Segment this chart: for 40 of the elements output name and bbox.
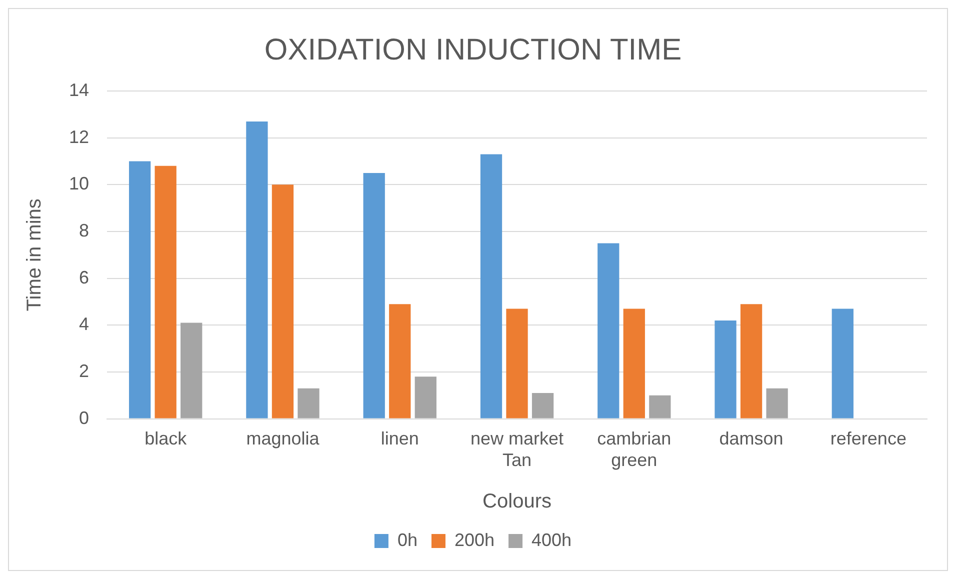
- y-tick-label: 6: [79, 267, 90, 288]
- y-tick-label: 14: [68, 80, 90, 100]
- y-tick-label: 0: [79, 408, 90, 428]
- bar: [246, 121, 268, 418]
- y-tick-label: 4: [79, 314, 90, 334]
- bar: [598, 243, 620, 418]
- x-tick-label: damson: [719, 428, 784, 449]
- y-tick-label: 12: [68, 126, 90, 147]
- bar: [272, 184, 294, 418]
- y-tick-label: 2: [79, 360, 90, 381]
- bar: [766, 388, 788, 418]
- y-axis-title: Time in mins: [24, 198, 46, 312]
- bar: [363, 172, 385, 418]
- x-tick-label: magnolia: [246, 428, 320, 449]
- bar: [832, 308, 854, 418]
- legend-label: 200h: [454, 530, 495, 550]
- bar: [649, 395, 671, 418]
- bar: [532, 393, 554, 418]
- bar: [506, 308, 528, 418]
- bar: [414, 376, 436, 418]
- legend-label: 0h: [397, 530, 418, 550]
- x-tick-label: cambrian green: [597, 428, 672, 470]
- chart-title: OXIDATION INDUCTION TIME: [264, 33, 682, 66]
- bar: [714, 320, 736, 418]
- x-tick-label: reference: [830, 428, 906, 449]
- y-tick-label: 10: [68, 174, 90, 194]
- bar: [298, 388, 320, 418]
- bar: [740, 304, 762, 418]
- x-tick-label: black: [144, 428, 188, 449]
- x-tick-label: new market Tan: [470, 428, 564, 470]
- bar: [154, 166, 176, 418]
- bar: [128, 161, 151, 418]
- x-tick-label: linen: [380, 428, 419, 449]
- x-axis-title: Colours: [482, 490, 552, 513]
- legend-label: 400h: [532, 530, 572, 550]
- bar: [389, 304, 411, 418]
- y-tick-label: 8: [79, 220, 90, 240]
- bar: [623, 308, 645, 418]
- bar: [180, 322, 202, 418]
- bar: [480, 154, 502, 418]
